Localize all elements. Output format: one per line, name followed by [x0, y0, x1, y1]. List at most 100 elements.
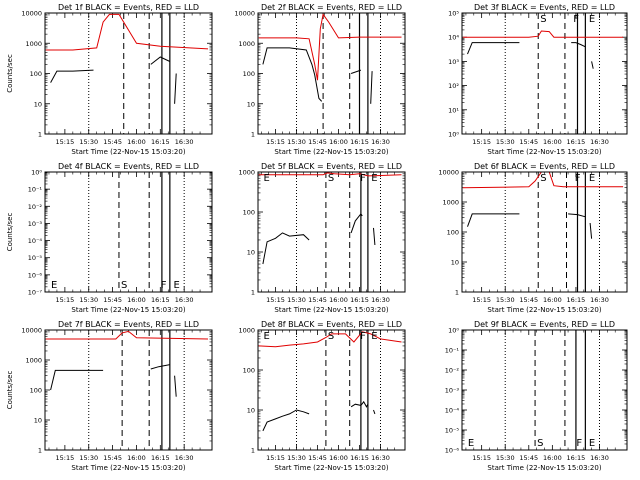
panel-title: Det 5f BLACK = Events, RED = LLD	[261, 162, 402, 171]
event-marker-label: S	[540, 173, 546, 184]
y-tick-label: 10⁻¹	[28, 186, 43, 194]
panel-5: Det 5f BLACK = Events, RED = LLD Start Ti…	[238, 162, 406, 314]
y-tick-label: 100	[243, 367, 255, 375]
y-tick-label: 10⁻⁶	[28, 271, 43, 279]
y-tick-label: 1	[251, 447, 255, 455]
x-tick-label: 16:00	[543, 454, 562, 462]
panel-title: Det 9f BLACK = Events, RED = LLD	[474, 320, 615, 329]
y-tick-label: 10⁻³	[445, 387, 460, 395]
y-tick-label: 10⁻⁷	[28, 289, 43, 297]
y-tick-label: 10⁻⁵	[445, 427, 460, 435]
x-axis-label: Start Time (22-Nov-15 15:03:20)	[487, 148, 601, 156]
x-tick-label: 16:30	[175, 138, 194, 146]
x-axis-label: Start Time (22-Nov-15 15:03:20)	[274, 148, 388, 156]
x-tick-label: 16:30	[371, 138, 390, 146]
x-tick-label: 16:00	[329, 454, 348, 462]
event-marker-label: S	[537, 438, 543, 449]
x-tick-label: 15:30	[79, 454, 98, 462]
y-tick-label: 1000	[238, 327, 255, 335]
plot-frame	[257, 329, 406, 451]
y-tick-label: 100	[243, 70, 255, 78]
y-tick-label: 10	[247, 407, 255, 415]
event-marker-label: F	[575, 173, 581, 184]
y-tick-label: 10	[247, 100, 255, 108]
x-tick-label: 15:45	[519, 454, 538, 462]
x-tick-label: 15:30	[496, 296, 515, 304]
y-tick-label: 100	[243, 209, 255, 217]
x-tick-label: 16:15	[151, 138, 170, 146]
y-tick-label: 10⁴	[448, 34, 459, 42]
y-tick-label: 10¹	[448, 106, 459, 114]
y-tick-label: 10⁻⁴	[445, 407, 460, 415]
y-tick-label: 10	[247, 249, 255, 257]
y-tick-label: 10⁻²	[28, 203, 43, 211]
y-tick-label: 1000	[238, 40, 255, 48]
y-tick-label: 10⁰	[31, 169, 42, 177]
y-tick-label: 10⁻⁵	[28, 254, 43, 262]
x-tick-label: 16:15	[350, 296, 369, 304]
x-tick-label: 16:15	[151, 296, 170, 304]
plot-frame	[44, 329, 213, 451]
x-axis-label: Start Time (22-Nov-15 15:03:20)	[487, 464, 601, 472]
y-tick-label: 10	[34, 100, 42, 108]
series-line	[258, 13, 402, 81]
x-tick-label: 15:30	[287, 296, 306, 304]
panel-9: Det 9f BLACK = Events, RED = LLD Start Ti…	[445, 320, 628, 472]
panel-6: Det 6f BLACK = Events, RED = LLD Start Ti…	[438, 162, 628, 314]
x-tick-label: 16:30	[590, 138, 609, 146]
y-tick-label: 1	[38, 131, 42, 139]
y-tick-label: 10⁻³	[28, 220, 43, 228]
panel-4: Det 4f BLACK = Events, RED = LLD Start Ti…	[6, 162, 213, 314]
x-axis-label: Start Time (22-Nov-15 15:03:20)	[274, 306, 388, 314]
panel-title: Det 3f BLACK = Events, RED = LLD	[474, 3, 615, 12]
x-tick-label: 15:45	[308, 296, 327, 304]
x-tick-label: 16:30	[590, 296, 609, 304]
x-tick-label: 16:30	[175, 296, 194, 304]
event-marker-label: S	[121, 280, 127, 291]
panel-title: Det 7f BLACK = Events, RED = LLD	[58, 320, 199, 329]
y-tick-label: 1000	[442, 199, 459, 207]
panel-title: Det 2f BLACK = Events, RED = LLD	[261, 3, 402, 12]
x-tick-label: 15:30	[79, 296, 98, 304]
y-tick-label: 10	[451, 259, 459, 267]
x-tick-label: 15:45	[519, 138, 538, 146]
series-line	[467, 42, 594, 69]
panel-8: Det 8f BLACK = Events, RED = LLD Start Ti…	[238, 320, 406, 472]
series-line	[462, 30, 624, 38]
x-tick-label: 15:15	[472, 296, 491, 304]
panel-title: Det 4f BLACK = Events, RED = LLD	[58, 162, 199, 171]
x-tick-label: 16:15	[567, 454, 586, 462]
series-line	[258, 172, 402, 177]
event-marker-label: S	[540, 14, 546, 25]
y-tick-label: 1000	[25, 357, 42, 365]
x-tick-label: 16:30	[175, 454, 194, 462]
plot-frame	[461, 12, 628, 135]
x-tick-label: 15:30	[496, 138, 515, 146]
event-marker-label: E	[173, 280, 179, 291]
y-axis-label: Counts/sec	[6, 371, 14, 410]
x-tick-label: 16:00	[127, 138, 146, 146]
x-tick-label: 16:00	[543, 138, 562, 146]
series-line	[50, 56, 177, 104]
x-tick-label: 15:30	[287, 138, 306, 146]
y-tick-label: 10⁵	[448, 10, 459, 18]
x-tick-label: 16:15	[567, 138, 586, 146]
y-tick-label: 10⁻¹	[445, 347, 460, 355]
x-tick-label: 15:15	[56, 138, 75, 146]
series-line	[45, 13, 209, 51]
series-line	[467, 213, 593, 239]
event-marker-label: S	[328, 331, 334, 342]
plot-frame	[461, 171, 628, 293]
x-tick-label: 15:15	[56, 296, 75, 304]
y-tick-label: 10	[34, 417, 42, 425]
x-tick-label: 16:00	[543, 296, 562, 304]
plot-frame	[257, 12, 406, 135]
x-axis-label: Start Time (22-Nov-15 15:03:20)	[71, 306, 185, 314]
y-tick-label: 10000	[234, 10, 255, 18]
x-tick-label: 15:15	[472, 138, 491, 146]
series-line	[50, 364, 177, 397]
x-axis-label: Start Time (22-Nov-15 15:03:20)	[274, 464, 388, 472]
y-tick-label: 10000	[21, 10, 42, 18]
y-tick-label: 10²	[448, 82, 459, 90]
x-tick-label: 16:15	[350, 454, 369, 462]
